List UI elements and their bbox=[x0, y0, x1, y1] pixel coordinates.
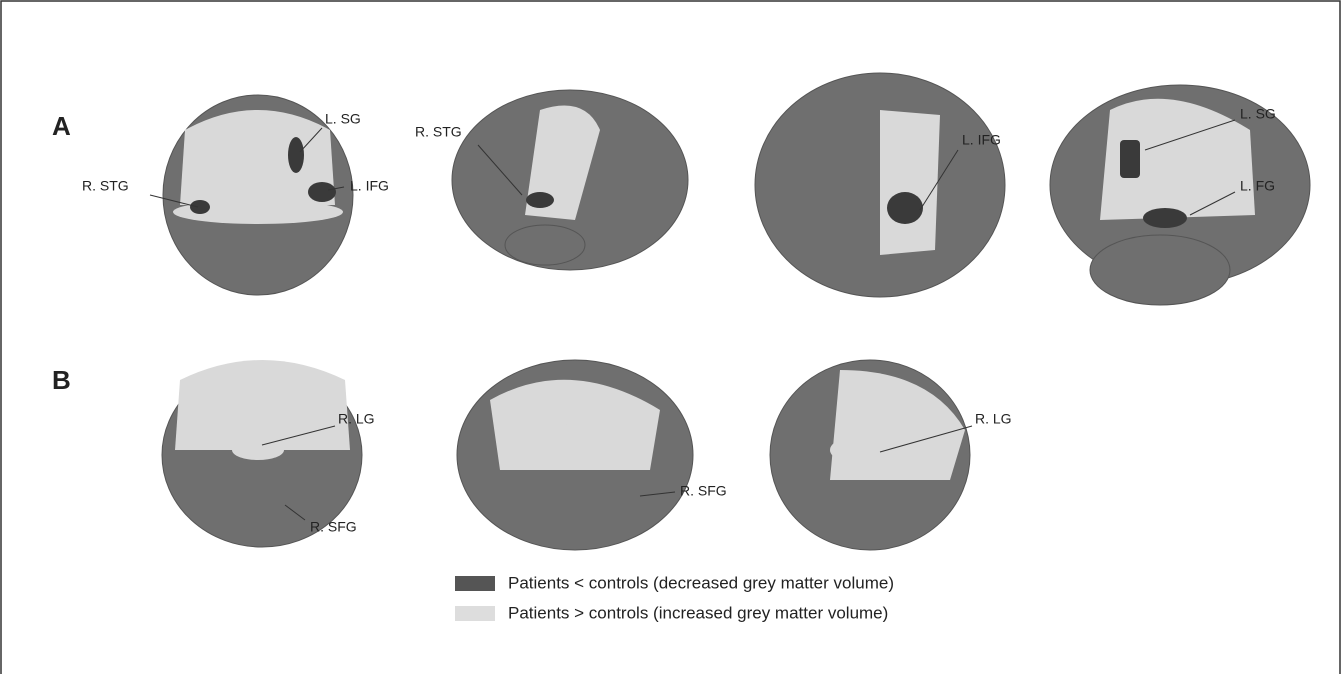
legend-swatch bbox=[455, 576, 495, 591]
legend-swatch bbox=[455, 606, 495, 621]
region-label: R. SFG bbox=[310, 519, 357, 535]
region-label: R. STG bbox=[82, 178, 129, 194]
region-label: L. SG bbox=[325, 111, 361, 127]
region-label: L. IFG bbox=[962, 132, 1001, 148]
brain-renderings-b bbox=[162, 360, 970, 550]
region-label: R. LG bbox=[338, 411, 375, 427]
region-label: R. SFG bbox=[680, 483, 727, 499]
panel-label: B bbox=[52, 365, 71, 395]
region-label: L. IFG bbox=[350, 178, 389, 194]
region-label: R. STG bbox=[415, 124, 462, 140]
region-label: R. LG bbox=[975, 411, 1012, 427]
region-label: L. FG bbox=[1240, 178, 1275, 194]
figure: A B bbox=[0, 0, 1341, 674]
region-label: L. SG bbox=[1240, 106, 1276, 122]
legend-label: Patients > controls (increased grey matt… bbox=[508, 603, 888, 622]
panel-label: A bbox=[52, 111, 71, 141]
legend-label: Patients < controls (decreased grey matt… bbox=[508, 573, 894, 592]
